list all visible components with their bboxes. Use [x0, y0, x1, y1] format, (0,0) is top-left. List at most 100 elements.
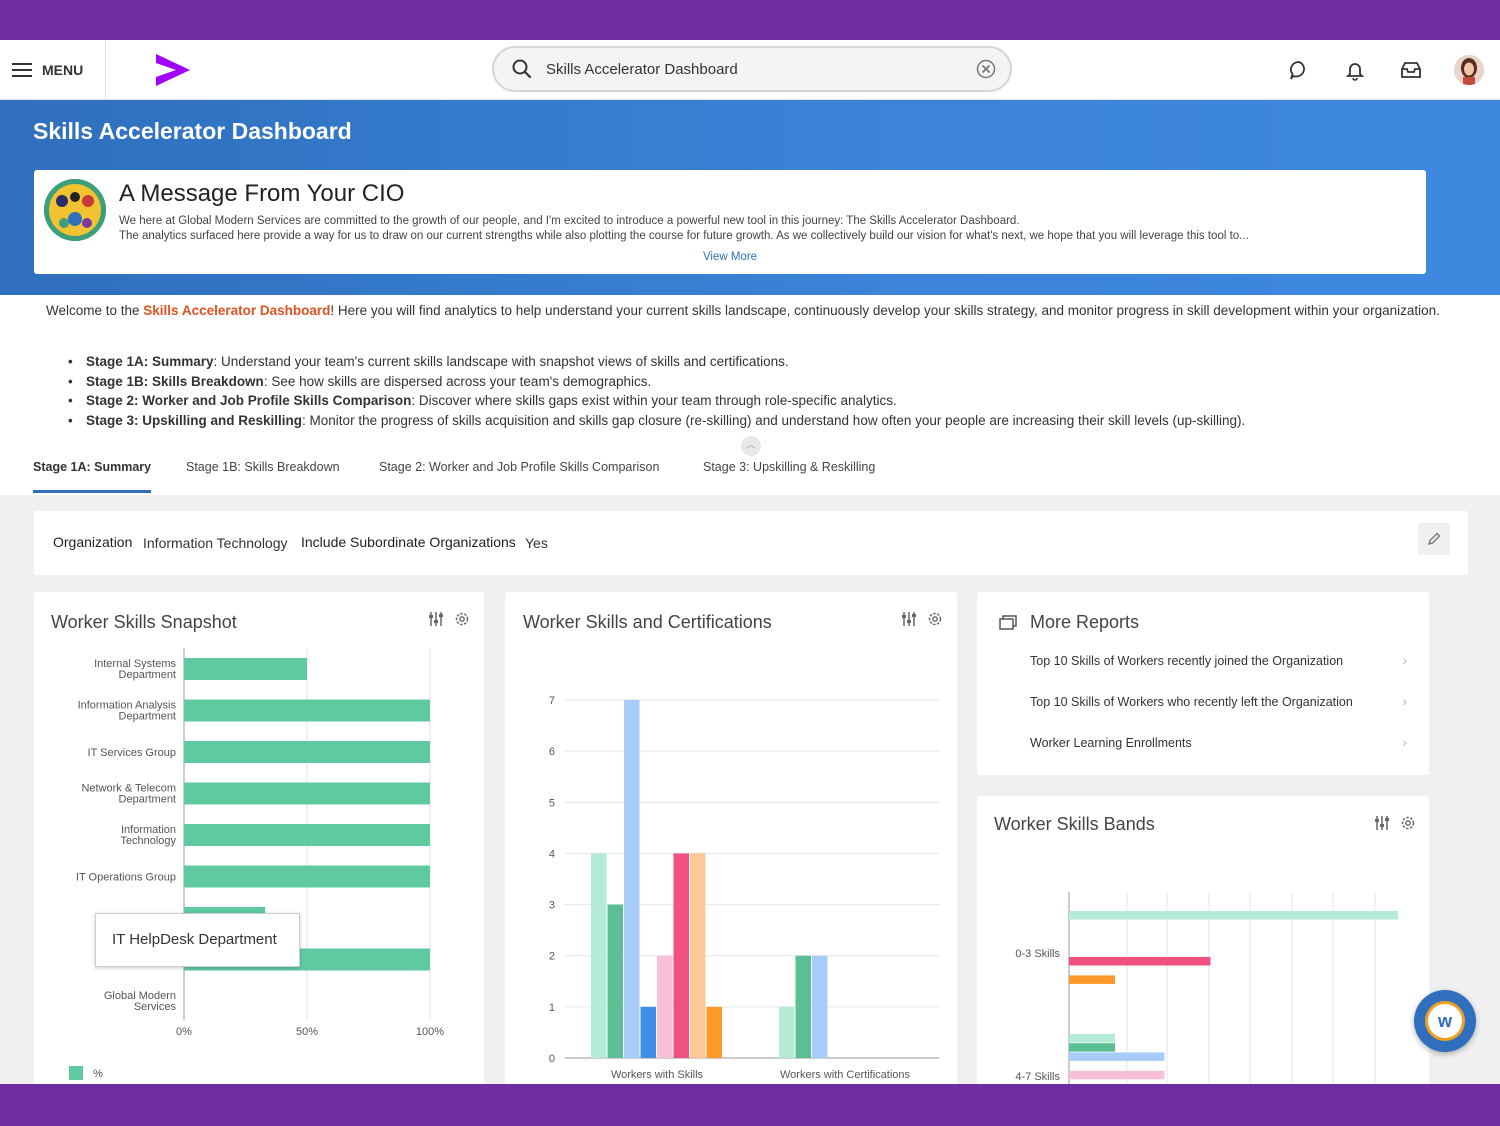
x-category-label: Workers with Skills [611, 1069, 704, 1081]
x-tick-label: 0% [176, 1026, 192, 1038]
tab-stage-3[interactable]: Stage 3: Upskilling & Reskilling [703, 460, 876, 474]
reports-window-icon [999, 615, 1017, 630]
stage-tabs: Stage 1A: Summary Stage 1B: Skills Break… [0, 453, 1500, 493]
subordinate-value: Yes [525, 535, 548, 551]
edit-filter-button[interactable] [1418, 523, 1450, 555]
tab-stage-1a[interactable]: Stage 1A: Summary [33, 453, 152, 493]
bar [673, 853, 689, 1058]
cio-message-card: A Message From Your CIO We here at Globa… [34, 170, 1426, 274]
more-reports-card: More Reports Top 10 Skills of Workers re… [977, 592, 1429, 775]
window-frame-bottom [0, 1084, 1500, 1126]
dashboard-header: Skills Accelerator Dashboard A Message F… [0, 100, 1500, 295]
tab-stage-2[interactable]: Stage 2: Worker and Job Profile Skills C… [379, 460, 660, 474]
bar [184, 741, 430, 763]
category-label: 0-3 Skills [1015, 948, 1060, 960]
intro-paragraph: Welcome to the Skills Accelerator Dashbo… [46, 301, 1446, 321]
bar [184, 865, 430, 888]
hamburger-icon [12, 63, 32, 77]
legend-swatch [69, 1066, 83, 1080]
y-tick-label: 1 [549, 1002, 555, 1014]
worker-skills-certifications-chart: 0 1 2 3 4 5 6 7 Workers with Skills Workers with … [549, 695, 939, 1081]
page-title: Skills Accelerator Dashboard [33, 118, 352, 144]
pencil-icon [1427, 532, 1441, 546]
category-label: IT Operations Group [76, 872, 176, 884]
bar [1069, 1070, 1165, 1080]
notifications-bell-icon[interactable] [1342, 50, 1368, 90]
gear-icon[interactable] [1399, 814, 1417, 832]
worker-skills-snapshot-chart: 0% 50% 100%Internal SystemsDepartmentInfor… [69, 648, 444, 1080]
brand-logo[interactable] [150, 50, 194, 90]
bar [706, 1006, 722, 1058]
stage-item: Stage 1B: Skills Breakdown: See how skil… [68, 372, 1245, 392]
intro-text: ! Here you will find analytics to help u… [330, 303, 1440, 318]
clear-search-icon[interactable] [976, 59, 996, 79]
view-more-link[interactable]: View More [702, 251, 758, 263]
collapse-chevron-up-icon[interactable]: ︿ [741, 436, 761, 456]
category-label: Internal Systems [94, 658, 176, 670]
category-label: Department [119, 669, 176, 681]
report-link[interactable]: Top 10 Skills of Workers who recently le… [1030, 695, 1353, 709]
bar [1069, 1052, 1165, 1061]
gear-icon[interactable] [453, 610, 471, 628]
card-title: Worker Skills and Certifications [523, 612, 772, 632]
chevron-right-icon: › [1402, 693, 1407, 709]
bar [812, 955, 828, 1058]
x-tick-label: 100% [416, 1026, 444, 1038]
bar [591, 853, 607, 1058]
bar [184, 699, 430, 722]
organization-value: Information Technology [143, 535, 288, 551]
bar [1069, 957, 1211, 966]
menu-button[interactable]: MENU [0, 40, 106, 100]
stage-name: Stage 3: Upskilling and Reskilling [86, 412, 303, 428]
report-link[interactable]: Worker Learning Enrollments [1030, 736, 1192, 750]
y-tick-label: 3 [549, 900, 555, 912]
bar [1069, 1034, 1116, 1043]
category-label: Department [119, 794, 176, 806]
search-input[interactable]: Skills Accelerator Dashboard [546, 60, 738, 78]
card-title: Worker Skills Snapshot [51, 612, 237, 632]
card-title: More Reports [1030, 612, 1140, 632]
stage-description: : See how skills are dispersed across yo… [263, 373, 652, 389]
filter-sliders-icon[interactable] [900, 610, 918, 628]
category-label: 4-7 Skills [1015, 1071, 1060, 1083]
inbox-icon[interactable] [1398, 50, 1424, 90]
chart-tooltip: IT HelpDesk Department [95, 913, 300, 967]
gear-icon[interactable] [926, 610, 944, 628]
bar [640, 1006, 656, 1058]
assistant-chat-button[interactable]: w [1414, 990, 1476, 1052]
user-avatar[interactable] [1454, 55, 1484, 85]
y-tick-label: 5 [549, 797, 555, 809]
card-title: Worker Skills Bands [994, 814, 1155, 834]
filter-sliders-icon[interactable] [1373, 814, 1391, 832]
y-tick-label: 6 [549, 746, 555, 758]
subordinate-label: Include Subordinate Organizations [301, 534, 516, 550]
legend-label: % [93, 1068, 103, 1080]
chat-icon[interactable] [1286, 50, 1312, 90]
category-label: Network & Telecom [81, 783, 176, 795]
bar [184, 658, 307, 680]
cio-team-image [44, 179, 106, 241]
stage-name: Stage 2: Worker and Job Profile Skills C… [86, 393, 412, 408]
category-label: Global Modern [104, 990, 176, 1002]
intro-section: Welcome to the Skills Accelerator Dashbo… [0, 295, 1500, 495]
worker-skills-certifications-card: Worker Skills and Certifications 0 1 2 3 4 5 6… [505, 592, 957, 1084]
worker-skills-snapshot-card: Worker Skills Snapshot 0% 50% 100% Internal… [34, 592, 484, 1084]
category-label: Information [121, 824, 176, 836]
bar [657, 955, 673, 1058]
cio-message-line: The analytics surfaced here provide a wa… [119, 230, 1249, 242]
filter-sliders-icon[interactable] [427, 610, 445, 628]
bar [1069, 975, 1116, 984]
y-tick-label: 0 [549, 1053, 555, 1065]
worker-skills-bands-card: Worker Skills Bands 0-3 Skills 4-7 Skills [977, 796, 1429, 1084]
y-tick-label: 4 [549, 848, 555, 860]
tab-stage-1b[interactable]: Stage 1B: Skills Breakdown [186, 460, 340, 474]
chevron-right-icon: › [1402, 652, 1407, 668]
stage-item: Stage 1A: Summary: Understand your team'… [68, 352, 1245, 372]
category-label: Technology [120, 835, 176, 847]
report-link[interactable]: Top 10 Skills of Workers recently joined… [1030, 654, 1344, 668]
search-bar[interactable]: Skills Accelerator Dashboard [492, 46, 1012, 92]
category-label: Services [134, 1001, 177, 1013]
cio-message-title: A Message From Your CIO [119, 180, 405, 207]
bar [624, 700, 640, 1058]
stage-name: Stage 1A: Summary [86, 354, 214, 369]
